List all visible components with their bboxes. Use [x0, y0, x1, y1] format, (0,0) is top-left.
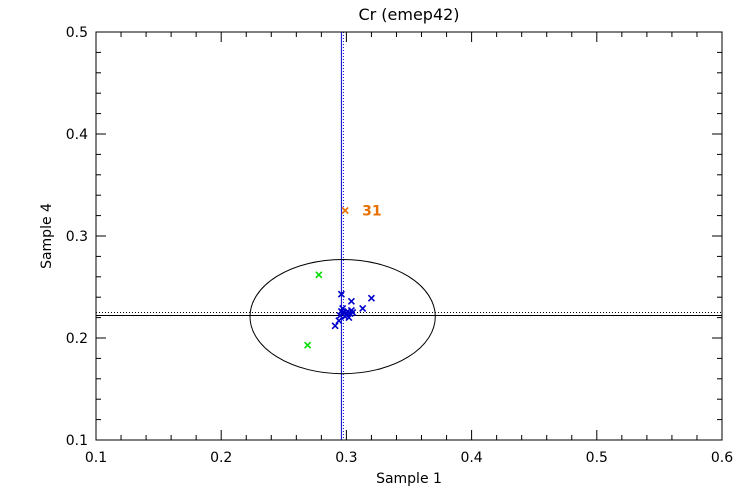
x-axis-label: Sample 1 [376, 471, 442, 487]
confidence-ellipse-group [249, 258, 436, 375]
x-tick-label: 0.4 [460, 450, 482, 466]
x-tick-label: 0.1 [85, 450, 107, 466]
data-point-stroke [345, 314, 353, 322]
y-tick-label: 0.1 [66, 433, 88, 449]
y-tick-label: 0.4 [66, 127, 88, 143]
data-point-label: 31 [362, 204, 381, 220]
y-tick-label: 0.3 [66, 229, 88, 245]
data-point [367, 294, 376, 302]
y-tick-label: 0.5 [66, 25, 88, 41]
data-point-stroke [315, 271, 323, 279]
data-point [304, 341, 312, 349]
x-tick-label: 0.2 [210, 450, 232, 466]
data-point [347, 297, 355, 305]
chart-title: Cr (emep42) [358, 5, 459, 24]
reference-lines [96, 32, 722, 440]
data-point [315, 271, 323, 279]
y-tick-label: 0.2 [66, 331, 88, 347]
y-axis-label: Sample 4 [39, 203, 55, 269]
x-tick-label: 0.3 [335, 450, 357, 466]
data-point-stroke [337, 290, 345, 298]
x-tick-label: 0.6 [711, 450, 733, 466]
data-point [349, 308, 357, 317]
data-point-stroke [339, 304, 347, 312]
confidence-ellipse [249, 258, 436, 375]
data-point-stroke [341, 206, 349, 215]
x-tick-label: 0.5 [586, 450, 608, 466]
data-point [331, 322, 339, 330]
data-point [335, 317, 343, 325]
data-point-stroke [347, 297, 355, 305]
data-point-stroke [331, 322, 339, 330]
data-point-stroke [349, 308, 357, 317]
data-point-stroke [367, 294, 376, 302]
data-point [345, 314, 353, 322]
data-point [359, 304, 367, 312]
plot-frame [95, 31, 723, 441]
data-point-stroke [359, 304, 367, 312]
data-point [339, 304, 347, 312]
data-point [337, 290, 345, 298]
tick-labels: 0.1 0.2 0.3 0.4 0.5 0.6 0.1 0.2 0.3 0.4 0.5 [66, 25, 733, 466]
axis-ticks [95, 31, 723, 441]
data-points: 31 [304, 204, 382, 349]
data-point-stroke [335, 317, 343, 325]
data-point-stroke [304, 341, 312, 349]
data-point [341, 206, 349, 215]
